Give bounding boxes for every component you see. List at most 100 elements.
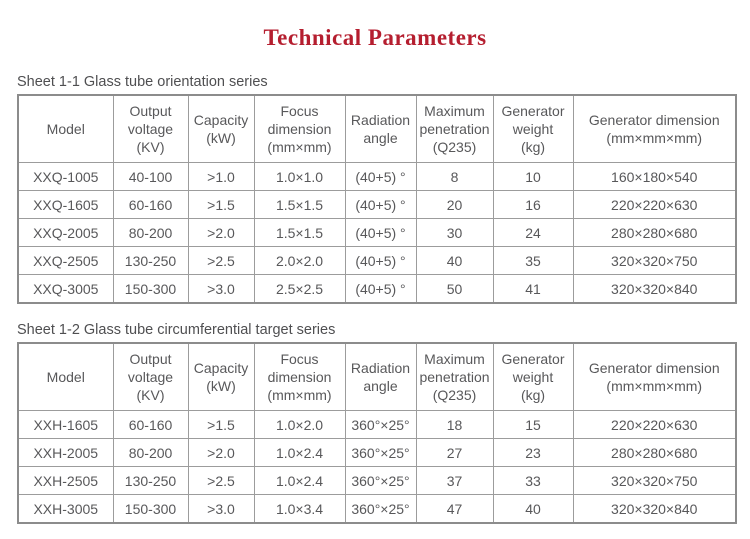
table-cell: 2.5×2.5 bbox=[253, 274, 346, 304]
column-header-generator-dimension: Generator dimension (mm×mm×mm) bbox=[572, 342, 737, 411]
table-cell: (40+5) ° bbox=[344, 190, 417, 219]
table-cell: (40+5) ° bbox=[344, 274, 417, 304]
table-header-row: Model Output voltage (KV) Capacity (kW) … bbox=[17, 94, 737, 163]
table-cell: 320×320×750 bbox=[572, 466, 737, 495]
table-cell: 1.5×1.5 bbox=[253, 190, 346, 219]
table-cell: 18 bbox=[415, 410, 494, 439]
table-cell: >3.0 bbox=[187, 274, 255, 304]
table-cell: 1.5×1.5 bbox=[253, 218, 346, 247]
table-cell: 320×320×840 bbox=[572, 494, 737, 524]
table-row: XXH-2005 80-200 >2.0 1.0×2.4 360°×25° 27… bbox=[17, 438, 737, 467]
table-cell: >1.5 bbox=[187, 190, 255, 219]
table-cell: 80-200 bbox=[112, 438, 189, 467]
column-header-capacity: Capacity (kW) bbox=[187, 342, 255, 411]
table-row: XXQ-3005 150-300 >3.0 2.5×2.5 (40+5) ° 5… bbox=[17, 274, 737, 304]
table-cell: 40 bbox=[415, 246, 494, 275]
page-title: Technical Parameters bbox=[263, 25, 487, 50]
table-cell: 23 bbox=[492, 438, 574, 467]
table-cell: >3.0 bbox=[187, 494, 255, 524]
table-cell: 50 bbox=[415, 274, 494, 304]
table-cell: 27 bbox=[415, 438, 494, 467]
table-cell: 35 bbox=[492, 246, 574, 275]
table-cell: 360°×25° bbox=[344, 438, 417, 467]
table-cell: >1.0 bbox=[187, 162, 255, 191]
column-header-generator-weight: Generator weight (kg) bbox=[492, 342, 574, 411]
table-cell: 130-250 bbox=[112, 246, 189, 275]
table-circumferential-series: Model Output voltage (KV) Capacity (kW) … bbox=[17, 342, 737, 524]
table-cell: 40-100 bbox=[112, 162, 189, 191]
table-cell: (40+5) ° bbox=[344, 162, 417, 191]
column-header-generator-dimension: Generator dimension (mm×mm×mm) bbox=[572, 94, 737, 163]
table-cell: 320×320×750 bbox=[572, 246, 737, 275]
table-cell-model: XXQ-2505 bbox=[17, 246, 114, 275]
table-cell: 15 bbox=[492, 410, 574, 439]
table-cell: 220×220×630 bbox=[572, 190, 737, 219]
table-row: XXQ-2005 80-200 >2.0 1.5×1.5 (40+5) ° 30… bbox=[17, 218, 737, 247]
table2-caption: Sheet 1-2 Glass tube circumferential tar… bbox=[17, 322, 336, 338]
table-cell: 280×280×680 bbox=[572, 438, 737, 467]
table1-caption: Sheet 1-1 Glass tube orientation series bbox=[17, 74, 268, 90]
table-cell: >2.0 bbox=[187, 438, 255, 467]
table-header-row: Model Output voltage (KV) Capacity (kW) … bbox=[17, 342, 737, 411]
table-orientation-series: Model Output voltage (KV) Capacity (kW) … bbox=[17, 94, 737, 304]
table-cell: 1.0×2.0 bbox=[253, 410, 346, 439]
table-cell: 1.0×1.0 bbox=[253, 162, 346, 191]
column-header-focus-dimension: Focus dimension (mm×mm) bbox=[253, 94, 346, 163]
table-cell: (40+5) ° bbox=[344, 246, 417, 275]
table-cell-model: XXQ-3005 bbox=[17, 274, 114, 304]
table-cell: 60-160 bbox=[112, 410, 189, 439]
table-cell-model: XXH-2505 bbox=[17, 466, 114, 495]
table-cell-model: XXQ-1605 bbox=[17, 190, 114, 219]
table-cell-model: XXH-2005 bbox=[17, 438, 114, 467]
table-cell: 2.0×2.0 bbox=[253, 246, 346, 275]
table-cell: 320×320×840 bbox=[572, 274, 737, 304]
table-row: XXH-1605 60-160 >1.5 1.0×2.0 360°×25° 18… bbox=[17, 410, 737, 439]
table-cell: 160×180×540 bbox=[572, 162, 737, 191]
table-cell: 360°×25° bbox=[344, 410, 417, 439]
table-row: XXQ-1005 40-100 >1.0 1.0×1.0 (40+5) ° 8 … bbox=[17, 162, 737, 191]
table-cell: 8 bbox=[415, 162, 494, 191]
table-cell: 10 bbox=[492, 162, 574, 191]
table-cell: 33 bbox=[492, 466, 574, 495]
table-cell: 60-160 bbox=[112, 190, 189, 219]
column-header-model: Model bbox=[17, 94, 114, 163]
table-cell: 24 bbox=[492, 218, 574, 247]
table-cell: 80-200 bbox=[112, 218, 189, 247]
table-cell: 150-300 bbox=[112, 274, 189, 304]
table-cell: 20 bbox=[415, 190, 494, 219]
table-cell: 47 bbox=[415, 494, 494, 524]
table-cell: >2.5 bbox=[187, 246, 255, 275]
table-cell: 41 bbox=[492, 274, 574, 304]
table-cell-model: XXQ-1005 bbox=[17, 162, 114, 191]
table-cell-model: XXH-1605 bbox=[17, 410, 114, 439]
column-header-radiation-angle: Radiation angle bbox=[344, 342, 417, 411]
column-header-generator-weight: Generator weight (kg) bbox=[492, 94, 574, 163]
table-cell: 37 bbox=[415, 466, 494, 495]
table-cell: >2.5 bbox=[187, 466, 255, 495]
table-cell: 130-250 bbox=[112, 466, 189, 495]
table-cell: (40+5) ° bbox=[344, 218, 417, 247]
table-cell: 1.0×3.4 bbox=[253, 494, 346, 524]
table-row: XXH-2505 130-250 >2.5 1.0×2.4 360°×25° 3… bbox=[17, 466, 737, 495]
table-row: XXQ-2505 130-250 >2.5 2.0×2.0 (40+5) ° 4… bbox=[17, 246, 737, 275]
table-cell: 360°×25° bbox=[344, 466, 417, 495]
table-cell: 30 bbox=[415, 218, 494, 247]
table-cell: 360°×25° bbox=[344, 494, 417, 524]
column-header-focus-dimension: Focus dimension (mm×mm) bbox=[253, 342, 346, 411]
table-row: XXQ-1605 60-160 >1.5 1.5×1.5 (40+5) ° 20… bbox=[17, 190, 737, 219]
table-cell: 16 bbox=[492, 190, 574, 219]
table-cell: 40 bbox=[492, 494, 574, 524]
table-cell: 280×280×680 bbox=[572, 218, 737, 247]
table-row: XXH-3005 150-300 >3.0 1.0×3.4 360°×25° 4… bbox=[17, 494, 737, 524]
table-cell: 220×220×630 bbox=[572, 410, 737, 439]
table-cell: 150-300 bbox=[112, 494, 189, 524]
column-header-maximum-penetration: Maximum penetration (Q235) bbox=[415, 94, 494, 163]
column-header-maximum-penetration: Maximum penetration (Q235) bbox=[415, 342, 494, 411]
column-header-capacity: Capacity (kW) bbox=[187, 94, 255, 163]
column-header-model: Model bbox=[17, 342, 114, 411]
table-cell-model: XXH-3005 bbox=[17, 494, 114, 524]
table-cell: >1.5 bbox=[187, 410, 255, 439]
column-header-output-voltage: Output voltage (KV) bbox=[112, 342, 189, 411]
table-cell: >2.0 bbox=[187, 218, 255, 247]
